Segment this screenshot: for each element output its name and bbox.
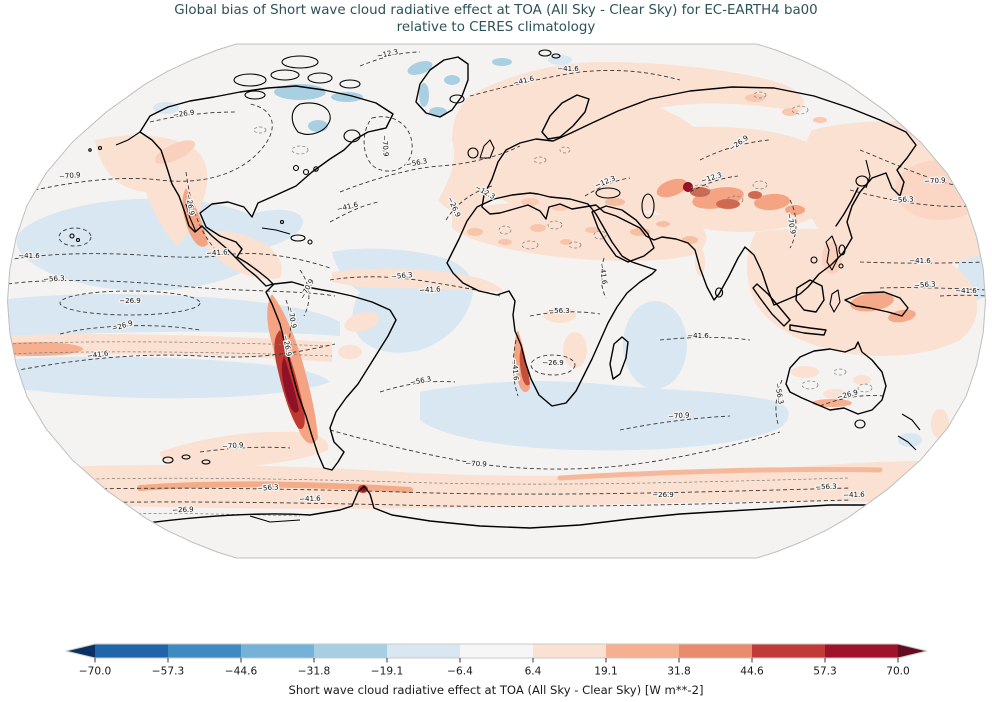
colorbar-segment bbox=[533, 644, 606, 658]
colorbar-tick-label: −57.3 bbox=[152, 666, 184, 678]
colorbar-axis-label: Short wave cloud radiative effect at TOA… bbox=[289, 683, 704, 697]
coast-scandinavia bbox=[541, 94, 590, 140]
contour-label: −41.6 bbox=[299, 495, 321, 504]
coast-south-america bbox=[265, 281, 397, 471]
coast-east-asia-islands bbox=[810, 159, 871, 264]
contour-label: −70.9 bbox=[668, 411, 690, 420]
colorbar-over-arrow bbox=[898, 644, 927, 658]
contour-label: −70.9 bbox=[465, 460, 487, 469]
coast-britain bbox=[479, 139, 495, 159]
colorbar-tick-label: −31.8 bbox=[298, 666, 331, 678]
coastlines bbox=[69, 49, 921, 529]
contour-label: −56.3 bbox=[815, 483, 837, 492]
contour-label: −41.6 bbox=[955, 287, 977, 295]
contour-label: −26.9 bbox=[652, 491, 673, 499]
coast-australia bbox=[785, 341, 887, 415]
colorbar-tick-label: −6.4 bbox=[447, 666, 473, 678]
coast-antarctica bbox=[139, 485, 871, 529]
colorbar-tick-label: 70.0 bbox=[886, 666, 910, 678]
contour-label: −56.3 bbox=[914, 280, 936, 289]
colorbar-segment bbox=[679, 644, 752, 658]
coast-arabia bbox=[591, 205, 655, 263]
coast-arctic-islands bbox=[233, 55, 361, 100]
contour-label: −56.3 bbox=[257, 483, 279, 492]
colorbar-segment bbox=[95, 644, 168, 658]
map-area bbox=[7, 44, 986, 558]
coast-sri-lanka bbox=[715, 287, 724, 298]
coast-iceland bbox=[449, 94, 465, 104]
contour-label: −70.9 bbox=[380, 135, 390, 157]
contour-label: −70.9 bbox=[924, 176, 946, 185]
colorbar-tick-label: 31.8 bbox=[667, 666, 691, 678]
contour-label: −56.3 bbox=[892, 195, 914, 204]
coast-hudson-bay bbox=[291, 102, 331, 135]
colorbar-under-arrow bbox=[66, 644, 95, 658]
colorbar-segment bbox=[168, 644, 241, 658]
coast-greenland bbox=[415, 56, 469, 118]
map-outline bbox=[6, 43, 987, 559]
contour-label: −41.6 bbox=[909, 257, 931, 265]
coast-caspian-sea bbox=[641, 193, 655, 219]
contour-label: −41.6 bbox=[18, 252, 40, 260]
contour-label: −41.6 bbox=[687, 332, 709, 340]
colorbar-tick-label: 19.1 bbox=[594, 666, 618, 678]
contour-label: −26.9 bbox=[172, 506, 194, 515]
coast-madagascar bbox=[609, 336, 629, 380]
colorbar-tick-label: −70.0 bbox=[79, 666, 112, 678]
colorbar: −70.0 −57.3 −44.6 −31.8 −19.1 −6.4 6.4 19.1 31.8… bbox=[65, 643, 928, 678]
contour-label: −26.9 bbox=[119, 297, 140, 305]
contour-label: −41.6 bbox=[510, 359, 520, 382]
colorbar-segment bbox=[387, 644, 460, 658]
colorbar-segment bbox=[606, 644, 679, 658]
coast-newfoundland bbox=[343, 129, 361, 143]
figure-title-line1: Global bias of Short wave cloud radiativ… bbox=[174, 3, 817, 18]
colorbar-segment bbox=[460, 644, 533, 658]
contour-label: −41.6 bbox=[557, 65, 579, 73]
coast-new-zealand bbox=[897, 413, 921, 451]
colorbar-tick-label: −44.6 bbox=[225, 666, 258, 678]
coast-hawaii bbox=[69, 233, 75, 239]
minor-contours bbox=[253, 91, 873, 393]
contour-label: −41.6 bbox=[206, 248, 228, 257]
coast-gulf-california bbox=[185, 203, 197, 233]
contour-label: −26.9 bbox=[542, 359, 563, 367]
colorbar-segment bbox=[752, 644, 825, 658]
coast-maritime-continent bbox=[752, 235, 909, 336]
coast-tasmania bbox=[854, 419, 866, 429]
coast-black-sea bbox=[595, 187, 621, 199]
colorbar-segment bbox=[825, 644, 898, 658]
coast-north-america bbox=[139, 85, 394, 287]
colorbar-tick-label: 6.4 bbox=[525, 666, 542, 678]
coast-africa bbox=[446, 192, 657, 407]
figure-title-line2: relative to CERES climatology bbox=[397, 20, 596, 35]
colorbar-tick-label: 44.6 bbox=[740, 666, 764, 678]
colorbar-segment bbox=[241, 644, 314, 658]
colorbar-tick-label: −19.1 bbox=[371, 666, 403, 678]
contour-label: −41.6 bbox=[843, 491, 865, 500]
coast-alaska-peninsula bbox=[115, 131, 141, 146]
contour-label: −56.3 bbox=[391, 271, 413, 281]
coast-ireland bbox=[467, 147, 479, 159]
colorbar-tick-label: 57.3 bbox=[813, 666, 837, 678]
contour-lines bbox=[7, 51, 986, 517]
contour-label: −70.9 bbox=[59, 171, 81, 181]
colorbar-segment bbox=[314, 644, 387, 658]
contour-label: −56.3 bbox=[548, 307, 569, 315]
contour-label: −70.9 bbox=[222, 441, 244, 451]
contour-label: −41.6 bbox=[419, 285, 441, 294]
coast-caribbean bbox=[261, 219, 313, 245]
contour-label: −56.3 bbox=[43, 274, 65, 283]
